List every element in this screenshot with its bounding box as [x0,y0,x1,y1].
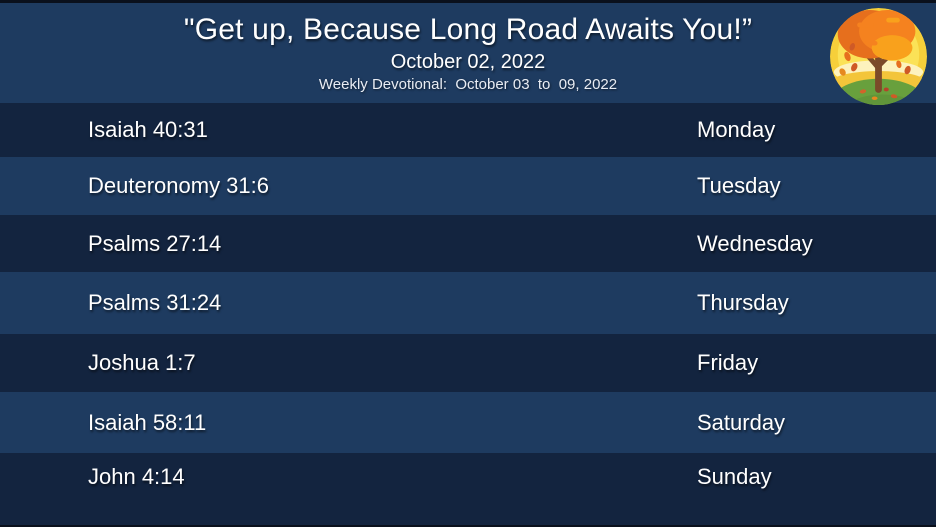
verse-reference: Psalms 27:14 [88,230,222,256]
verse-reference: Joshua 1:7 [88,350,196,375]
slide-header: "Get up, Because Long Road Awaits You!” … [0,3,936,103]
verse-reference: Isaiah 40:31 [88,117,208,142]
schedule-row-sunday: John 4:14 Sunday [0,453,936,527]
day-label: Sunday [697,464,772,489]
schedule-row-thursday: Psalms 31:24 Thursday [0,272,936,334]
schedule-row-saturday: Isaiah 58:11 Saturday [0,392,936,453]
day-label: Tuesday [697,173,781,198]
top-edge-strip [0,0,936,3]
verse-reference: John 4:14 [88,464,185,489]
day-label: Wednesday [697,230,813,256]
schedule-row-friday: Joshua 1:7 Friday [0,334,936,392]
verse-reference: Psalms 31:24 [88,290,222,315]
slide-date: October 02, 2022 [390,51,546,73]
bottom-edge-strip [0,525,936,527]
schedule-row-wednesday: Psalms 27:14 Wednesday [0,215,936,272]
schedule-table: Isaiah 40:31 Monday Deuteronomy 31:6 Tue… [0,103,936,527]
day-label: Friday [697,350,759,375]
autumn-tree-logo [830,8,927,105]
verse-reference: Deuteronomy 31:6 [88,173,269,198]
day-label: Saturday [697,409,786,435]
slide-title: "Get up, Because Long Road Awaits You!” [183,13,753,46]
schedule-row-tuesday: Deuteronomy 31:6 Tuesday [0,157,936,215]
day-label: Thursday [697,290,789,315]
day-label: Monday [697,117,776,142]
verse-reference: Isaiah 58:11 [88,409,207,435]
schedule-row-monday: Isaiah 40:31 Monday [0,103,936,157]
slide-subtitle: Weekly Devotional: October 03 to 09, 202… [318,76,618,93]
autumn-tree-icon [830,8,927,105]
